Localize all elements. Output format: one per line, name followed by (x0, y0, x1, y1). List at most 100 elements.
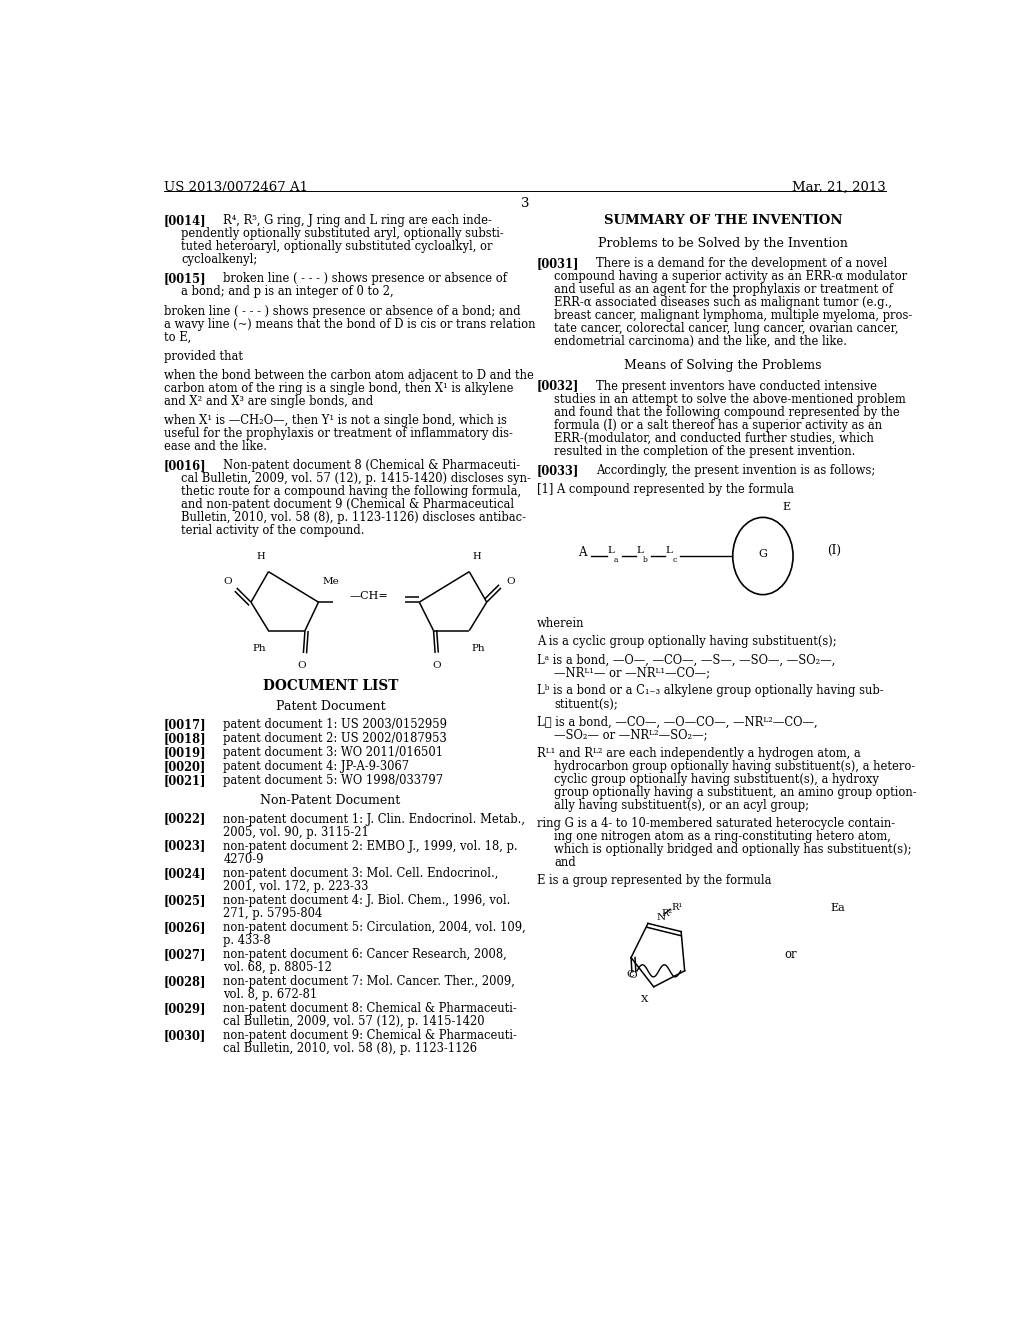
Text: —CH=: —CH= (349, 591, 388, 601)
Text: Means of Solving the Problems: Means of Solving the Problems (625, 359, 822, 372)
Text: carbon atom of the ring is a single bond, then X¹ is alkylene: carbon atom of the ring is a single bond… (164, 381, 513, 395)
Text: The present inventors have conducted intensive: The present inventors have conducted int… (596, 380, 878, 392)
Text: Me: Me (323, 577, 339, 586)
Text: E: E (782, 502, 791, 512)
Text: [0016]: [0016] (164, 459, 207, 473)
Text: C: C (627, 970, 635, 979)
Text: cal Bulletin, 2009, vol. 57 (12), p. 1415-1420: cal Bulletin, 2009, vol. 57 (12), p. 141… (223, 1015, 484, 1028)
Text: A is a cyclic group optionally having substituent(s);: A is a cyclic group optionally having su… (537, 635, 837, 648)
Text: A: A (579, 546, 587, 560)
Text: L: L (637, 546, 643, 556)
Text: tuted heteroaryl, optionally substituted cycloalkyl, or: tuted heteroaryl, optionally substituted… (181, 240, 493, 253)
Text: formula (I) or a salt thereof has a superior activity as an: formula (I) or a salt thereof has a supe… (554, 418, 883, 432)
Text: stituent(s);: stituent(s); (554, 697, 617, 710)
Text: O: O (629, 972, 637, 981)
Text: non-patent document 1: J. Clin. Endocrinol. Metab.,: non-patent document 1: J. Clin. Endocrin… (223, 813, 525, 825)
Text: [0018]: [0018] (164, 733, 207, 744)
Text: 271, p. 5795-804: 271, p. 5795-804 (223, 907, 323, 920)
Text: [0019]: [0019] (164, 746, 207, 759)
Text: G: G (759, 549, 767, 558)
Text: group optionally having a substituent, an amino group option-: group optionally having a substituent, a… (554, 785, 916, 799)
Text: non-patent document 9: Chemical & Pharmaceuti-: non-patent document 9: Chemical & Pharma… (223, 1028, 517, 1041)
Text: N: N (656, 913, 666, 921)
Text: a: a (613, 556, 618, 564)
Text: Ph: Ph (472, 644, 485, 653)
Text: [0028]: [0028] (164, 974, 206, 987)
Text: non-patent document 4: J. Biol. Chem., 1996, vol.: non-patent document 4: J. Biol. Chem., 1… (223, 894, 511, 907)
Text: [0022]: [0022] (164, 813, 206, 825)
Text: [0032]: [0032] (537, 380, 580, 392)
Text: [0033]: [0033] (537, 463, 580, 477)
Text: patent document 4: JP-A-9-3067: patent document 4: JP-A-9-3067 (223, 760, 410, 774)
Text: which is optionally bridged and optionally has substituent(s);: which is optionally bridged and optional… (554, 843, 911, 855)
Text: Ph: Ph (252, 644, 266, 653)
Text: 4270-9: 4270-9 (223, 853, 264, 866)
Text: —NRᴸ¹— or —NRᴸ¹—CO—;: —NRᴸ¹— or —NRᴸ¹—CO—; (554, 667, 711, 680)
Text: b: b (643, 556, 648, 564)
Text: c: c (673, 556, 677, 564)
Text: O: O (223, 577, 231, 586)
Text: wherein: wherein (537, 616, 585, 630)
Text: terial activity of the compound.: terial activity of the compound. (181, 524, 365, 537)
Text: endometrial carcinoma) and the like, and the like.: endometrial carcinoma) and the like, and… (554, 335, 847, 348)
Text: [0014]: [0014] (164, 214, 207, 227)
Text: [0030]: [0030] (164, 1028, 206, 1041)
Text: or: or (784, 948, 797, 961)
Text: breast cancer, malignant lymphoma, multiple myeloma, pros-: breast cancer, malignant lymphoma, multi… (554, 309, 912, 322)
Text: thetic route for a compound having the following formula,: thetic route for a compound having the f… (181, 484, 521, 498)
Text: Patent Document: Patent Document (275, 700, 385, 713)
Text: [0027]: [0027] (164, 948, 206, 961)
Text: cycloalkenyl;: cycloalkenyl; (181, 253, 257, 267)
Text: to E,: to E, (164, 330, 190, 343)
Text: R⁴, R⁵, G ring, J ring and L ring are each inde-: R⁴, R⁵, G ring, J ring and L ring are ea… (223, 214, 493, 227)
Text: H: H (473, 552, 481, 561)
Text: O: O (506, 577, 515, 586)
Text: [0015]: [0015] (164, 272, 207, 285)
Text: Accordingly, the present invention is as follows;: Accordingly, the present invention is as… (596, 463, 876, 477)
Text: cyclic group optionally having substituent(s), a hydroxy: cyclic group optionally having substitue… (554, 772, 879, 785)
Text: useful for the prophylaxis or treatment of inflammatory dis-: useful for the prophylaxis or treatment … (164, 426, 513, 440)
Text: Non-patent document 8 (Chemical & Pharmaceuti-: Non-patent document 8 (Chemical & Pharma… (223, 459, 520, 473)
Text: [0017]: [0017] (164, 718, 207, 731)
Text: US 2013/0072467 A1: US 2013/0072467 A1 (164, 181, 307, 194)
Text: compound having a superior activity as an ERR-α modulator: compound having a superior activity as a… (554, 271, 907, 282)
Text: [0031]: [0031] (537, 257, 580, 271)
Text: 2001, vol. 172, p. 223-33: 2001, vol. 172, p. 223-33 (223, 879, 369, 892)
Text: broken line ( - - - ) shows presence or absence of: broken line ( - - - ) shows presence or … (223, 272, 507, 285)
Text: Lᵇ is a bond or a C₁₋₃ alkylene group optionally having sub-: Lᵇ is a bond or a C₁₋₃ alkylene group op… (537, 685, 884, 697)
Text: studies in an attempt to solve the above-mentioned problem: studies in an attempt to solve the above… (554, 392, 906, 405)
Text: Non-Patent Document: Non-Patent Document (260, 795, 400, 808)
Text: O: O (298, 661, 306, 669)
Text: [0020]: [0020] (164, 760, 206, 774)
Text: non-patent document 5: Circulation, 2004, vol. 109,: non-patent document 5: Circulation, 2004… (223, 921, 526, 933)
Text: Mar. 21, 2013: Mar. 21, 2013 (793, 181, 886, 194)
Text: and found that the following compound represented by the: and found that the following compound re… (554, 405, 900, 418)
Text: H: H (256, 552, 265, 561)
Text: p. 433-8: p. 433-8 (223, 933, 271, 946)
Text: cal Bulletin, 2009, vol. 57 (12), p. 1415-1420) discloses syn-: cal Bulletin, 2009, vol. 57 (12), p. 141… (181, 473, 531, 484)
Text: Lᵃ is a bond, —O—, —CO—, —S—, —SO—, —SO₂—,: Lᵃ is a bond, —O—, —CO—, —S—, —SO—, —SO₂… (537, 653, 836, 667)
Text: 3: 3 (520, 197, 529, 210)
Text: hydrocarbon group optionally having substituent(s), a hetero-: hydrocarbon group optionally having subs… (554, 760, 915, 772)
Text: and X² and X³ are single bonds, and: and X² and X³ are single bonds, and (164, 395, 373, 408)
Text: and useful as an agent for the prophylaxis or treatment of: and useful as an agent for the prophylax… (554, 282, 893, 296)
Text: [1] A compound represented by the formula: [1] A compound represented by the formul… (537, 483, 794, 496)
Text: non-patent document 8: Chemical & Pharmaceuti-: non-patent document 8: Chemical & Pharma… (223, 1002, 517, 1015)
Text: vol. 68, p. 8805-12: vol. 68, p. 8805-12 (223, 961, 332, 974)
Text: Problems to be Solved by the Invention: Problems to be Solved by the Invention (598, 236, 848, 249)
Text: There is a demand for the development of a novel: There is a demand for the development of… (596, 257, 888, 271)
Text: ease and the like.: ease and the like. (164, 440, 266, 453)
Text: vol. 8, p. 672-81: vol. 8, p. 672-81 (223, 987, 317, 1001)
Text: ERR-α associated diseases such as malignant tumor (e.g.,: ERR-α associated diseases such as malign… (554, 296, 892, 309)
Text: provided that: provided that (164, 350, 243, 363)
Text: patent document 3: WO 2011/016501: patent document 3: WO 2011/016501 (223, 746, 443, 759)
Text: [0026]: [0026] (164, 921, 206, 933)
Text: patent document 1: US 2003/0152959: patent document 1: US 2003/0152959 (223, 718, 447, 731)
Text: ing one nitrogen atom as a ring-constituting hetero atom,: ing one nitrogen atom as a ring-constitu… (554, 830, 891, 843)
Text: E is a group represented by the formula: E is a group represented by the formula (537, 874, 771, 887)
Text: (I): (I) (827, 544, 842, 557)
Text: Ea: Ea (830, 903, 846, 913)
Text: [0023]: [0023] (164, 840, 206, 853)
Text: [0025]: [0025] (164, 894, 206, 907)
Text: non-patent document 2: EMBO J., 1999, vol. 18, p.: non-patent document 2: EMBO J., 1999, vo… (223, 840, 518, 853)
